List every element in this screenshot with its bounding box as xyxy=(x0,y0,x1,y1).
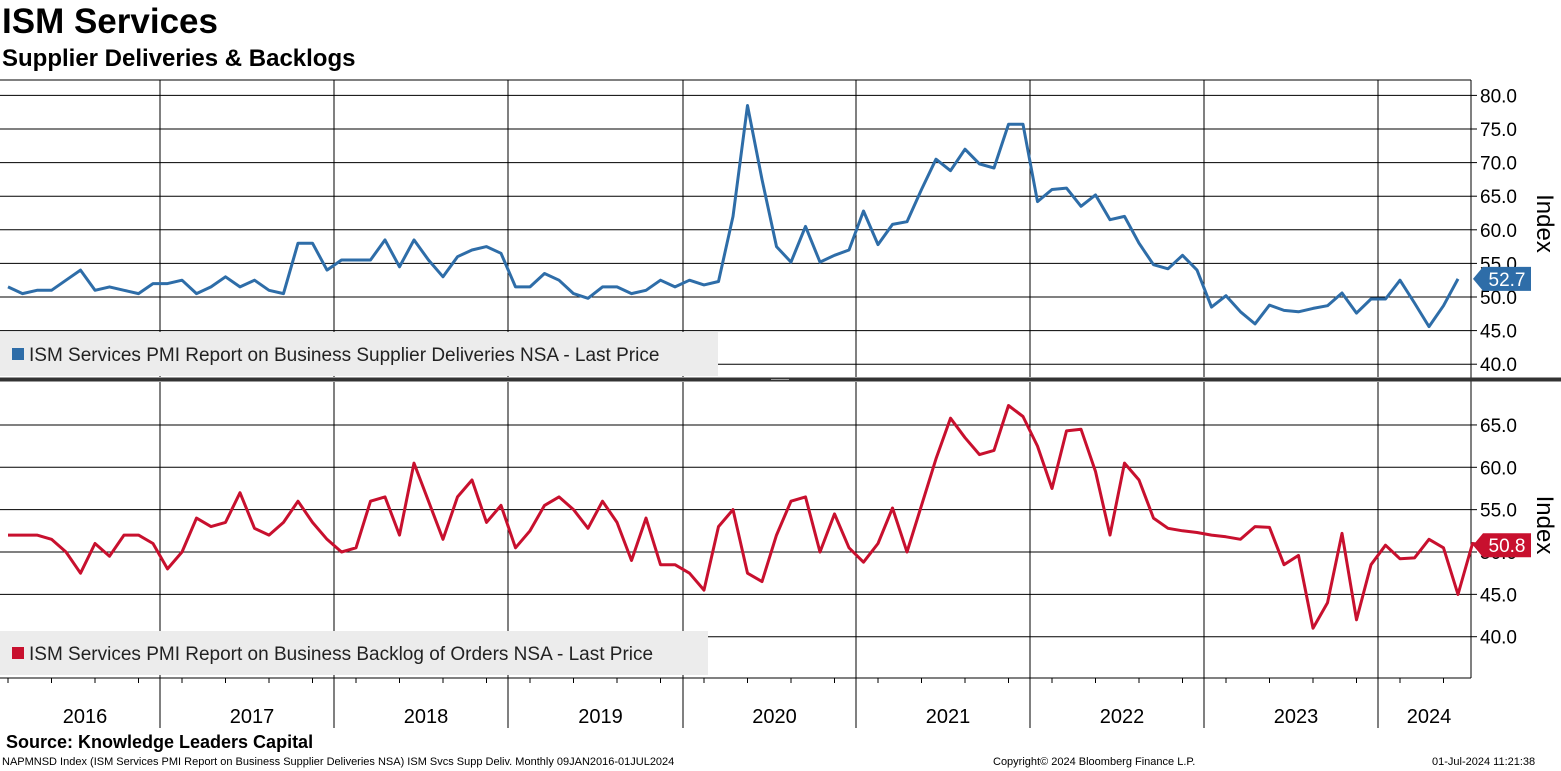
x-tick-label: 2017 xyxy=(230,706,275,728)
y-tick-label: 45.0 xyxy=(1480,585,1517,606)
footer-ticker-description: NAPMNSD Index (ISM Services PMI Report o… xyxy=(2,756,675,768)
legend-swatch xyxy=(12,348,24,360)
x-tick-label: 2016 xyxy=(63,706,108,728)
chart-title: ISM Services xyxy=(2,2,218,41)
y-axis-label: Index xyxy=(1531,496,1558,555)
y-tick-label: 40.0 xyxy=(1480,628,1517,649)
last-value-label: 52.7 xyxy=(1489,270,1526,291)
y-tick-label: 70.0 xyxy=(1480,154,1517,175)
legend-box xyxy=(0,332,718,376)
y-axis-label: Index xyxy=(1531,194,1558,253)
y-tick-label: 55.0 xyxy=(1480,501,1517,522)
y-tick-label: 80.0 xyxy=(1480,86,1517,107)
y-tick-label: 65.0 xyxy=(1480,187,1517,208)
x-tick-label: 2023 xyxy=(1274,706,1319,728)
last-value-tag xyxy=(1473,533,1531,558)
x-tick-label: 2022 xyxy=(1100,706,1145,728)
y-tick-label: 45.0 xyxy=(1480,322,1517,343)
x-tick-label: 2020 xyxy=(752,706,797,728)
legend-box xyxy=(0,631,708,675)
x-tick-label: 2019 xyxy=(578,706,623,728)
y-tick-label: 50.0 xyxy=(1480,288,1517,309)
series-line xyxy=(8,404,1488,630)
y-tick-label: 60.0 xyxy=(1480,458,1517,479)
last-value-tag xyxy=(1473,266,1531,291)
footer-copyright: Copyright© 2024 Bloomberg Finance L.P. xyxy=(993,756,1196,768)
source-note: Source: Knowledge Leaders Capital xyxy=(6,732,314,752)
x-tick-label: 2021 xyxy=(926,706,971,728)
legend-label: ISM Services PMI Report on Business Back… xyxy=(29,644,653,665)
y-tick-label: 65.0 xyxy=(1480,416,1517,437)
series-line xyxy=(7,104,1460,329)
y-tick-label: 40.0 xyxy=(1480,355,1517,376)
y-tick-label: 75.0 xyxy=(1480,120,1517,141)
x-tick-label: 2024 xyxy=(1407,706,1452,728)
legend-swatch xyxy=(12,647,24,659)
legend-label: ISM Services PMI Report on Business Supp… xyxy=(29,345,659,366)
last-value-label: 50.8 xyxy=(1489,536,1526,557)
panel-1: 40.045.050.055.060.065.070.075.080.0Inde… xyxy=(0,80,1558,377)
chart-subtitle: Supplier Deliveries & Backlogs xyxy=(2,45,356,72)
x-tick-label: 2018 xyxy=(404,706,449,728)
y-tick-label: 60.0 xyxy=(1480,221,1517,242)
footer-timestamp: 01-Jul-2024 11:21:38 xyxy=(1432,756,1536,768)
